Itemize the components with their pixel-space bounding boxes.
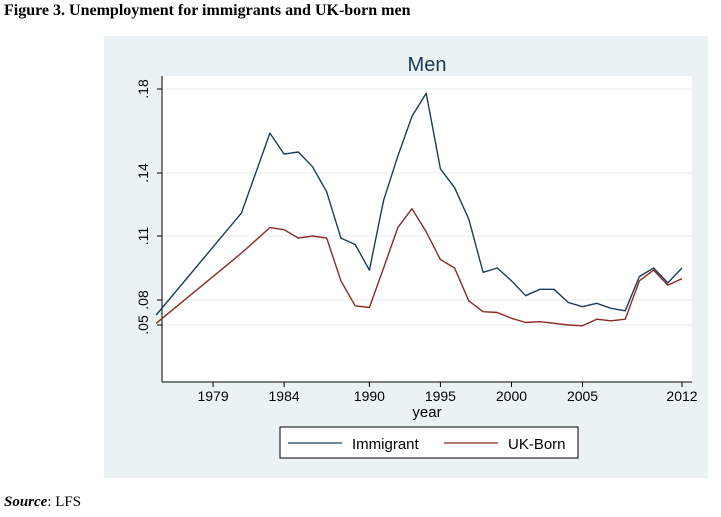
y-tick-label: .08 (135, 290, 151, 310)
source-note: Source: LFS (4, 494, 81, 511)
legend: Immigrant UK-Born (279, 426, 579, 459)
series-lines (155, 92, 683, 327)
x-tick-label: 2005 (567, 388, 598, 404)
y-ticks: .05 .08 .11 .14 .18 (135, 79, 162, 335)
legend-label-uk-born: UK-Born (508, 436, 566, 453)
plot-area (162, 76, 692, 382)
source-label: Source (4, 494, 48, 510)
y-tick-label: .14 (135, 163, 151, 183)
series-line-immigrant (155, 92, 683, 316)
y-tick-label: .18 (135, 79, 151, 99)
source-value: LFS (51, 494, 82, 510)
x-axis-label: year (412, 404, 441, 421)
source-separator: : (47, 494, 52, 510)
x-tick-label: 1990 (354, 388, 385, 404)
x-tick-label: 1979 (197, 388, 228, 404)
y-tick-label: .05 (135, 315, 151, 335)
series-line-uk-born (155, 207, 683, 327)
gridlines (162, 88, 692, 326)
x-tick-label: 1995 (425, 388, 456, 404)
figure-title: Figure 3. Unemployment for immigrants an… (4, 2, 411, 19)
legend-label-immigrant: Immigrant (352, 436, 420, 453)
chart-panel: Men .05 .08 .11 .14 .18 1979 1984 1990 1995 2000… (104, 36, 708, 478)
x-tick-label: 2012 (666, 388, 697, 404)
x-tick-label: 2000 (496, 388, 527, 404)
x-tick-label: 1984 (269, 388, 300, 404)
x-ticks: 1979 1984 1990 1995 2000 2005 2012 (197, 382, 698, 404)
chart-title: Men (408, 54, 447, 76)
line-chart: Men .05 .08 .11 .14 .18 1979 1984 1990 1995 2000… (135, 54, 698, 459)
y-tick-label: .11 (135, 227, 151, 246)
